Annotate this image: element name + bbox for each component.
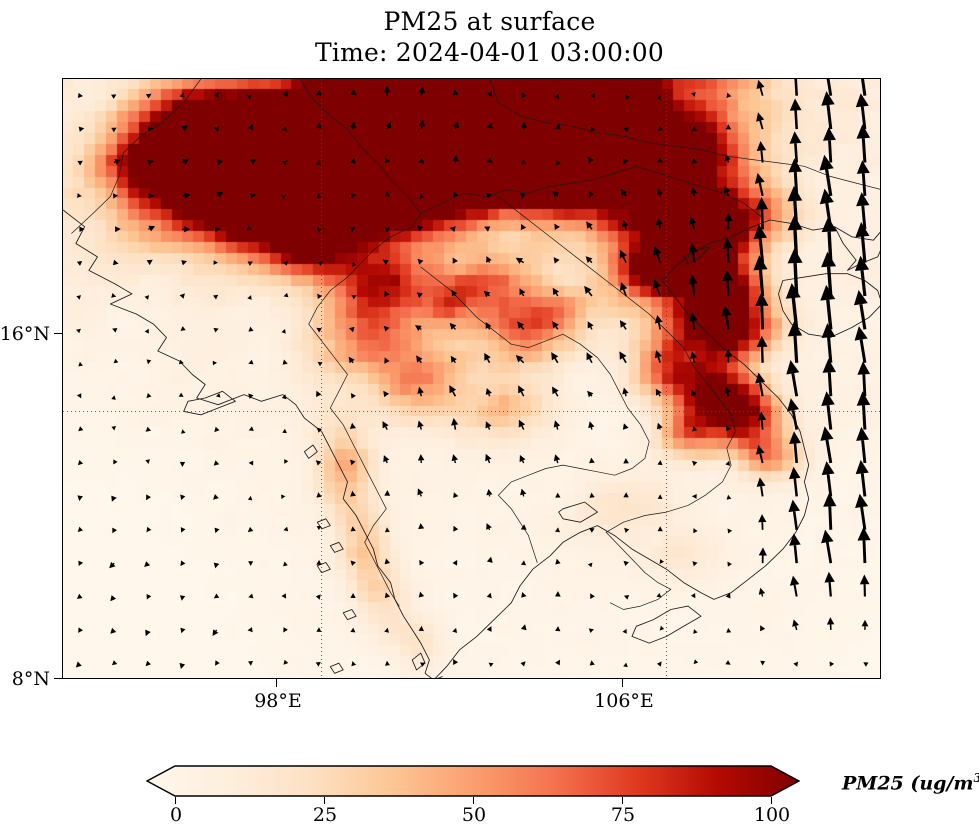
cblabel-75: 75 <box>610 804 636 826</box>
colorbar-title-exponent: 3 <box>974 771 979 785</box>
ytick-8n <box>54 678 62 680</box>
colorbar-title-main: PM25 (ug/m <box>842 772 974 795</box>
cbtick-75 <box>622 797 624 804</box>
title-line-1: PM25 at surface <box>383 7 596 36</box>
cblabel-50: 50 <box>461 804 487 826</box>
cbtick-0 <box>175 797 177 804</box>
cblabel-0: 0 <box>169 804 183 826</box>
colorbar-title: PM25 (ug/m3) <box>842 771 979 794</box>
colorbar[interactable] <box>146 764 800 800</box>
ytick-label-16n: 16°N <box>0 323 50 345</box>
xtick-label-106e: 106°E <box>594 690 654 712</box>
pm25-heatmap-layer <box>63 79 880 678</box>
map-layers <box>63 79 880 678</box>
cbtick-100 <box>771 797 773 804</box>
ytick-16n <box>54 333 62 335</box>
graticule-layer <box>63 79 880 678</box>
xtick-98e <box>276 679 278 687</box>
cblabel-25: 25 <box>312 804 338 826</box>
map-axes[interactable] <box>62 78 881 679</box>
xtick-106e <box>622 679 624 687</box>
xtick-label-98e: 98°E <box>254 690 302 712</box>
colorbar-gradient <box>146 765 800 797</box>
ytick-label-8n: 8°N <box>11 668 50 690</box>
title-line-2: Time: 2024-04-01 03:00:00 <box>315 38 664 67</box>
figure-title: PM25 at surface Time: 2024-04-01 03:00:0… <box>0 6 979 68</box>
cbtick-25 <box>324 797 326 804</box>
coastline-layer <box>63 79 880 678</box>
cbtick-50 <box>473 797 475 804</box>
wind-vector-layer <box>75 79 871 669</box>
cblabel-100: 100 <box>753 804 791 826</box>
